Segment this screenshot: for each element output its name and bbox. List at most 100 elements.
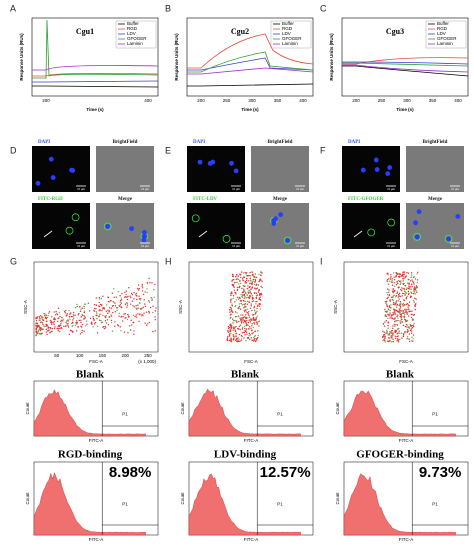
event-dot	[414, 289, 416, 291]
event-dot	[58, 312, 61, 314]
event-dot	[246, 337, 249, 339]
nucleus	[413, 220, 418, 226]
plot-title: Cgu2	[231, 27, 249, 36]
event-dot	[117, 325, 120, 327]
event-dot	[388, 291, 390, 294]
event-dot	[406, 302, 409, 305]
event-dot	[239, 328, 241, 331]
event-dot	[98, 315, 100, 318]
hist-x-label: FITC-A	[244, 537, 259, 542]
event-dot	[110, 307, 113, 309]
event-dot	[245, 282, 248, 284]
event-dot	[35, 331, 37, 333]
event-dot	[54, 318, 56, 320]
nucleus	[273, 216, 279, 222]
scale-bar-label: 10 μm	[451, 187, 459, 191]
event-dot	[393, 309, 396, 312]
event-dot	[35, 333, 37, 336]
event-dot	[141, 313, 143, 316]
event-dot	[254, 273, 257, 275]
x-tick-label: 350	[274, 98, 282, 103]
event-dot	[390, 281, 393, 283]
event-dot	[257, 337, 259, 339]
event-dot	[399, 313, 401, 315]
event-dot	[141, 287, 144, 289]
event-dot	[404, 318, 406, 320]
event-dot	[414, 293, 416, 295]
event-dot	[119, 304, 122, 306]
event-dot	[41, 318, 43, 320]
event-dot	[138, 295, 140, 297]
channel-label: FITC-LDV	[193, 197, 218, 202]
event-dot	[414, 308, 417, 311]
event-dot	[42, 323, 44, 326]
event-dot	[241, 287, 243, 290]
event-dot	[409, 280, 412, 282]
nucleus	[360, 167, 366, 173]
event-dot	[245, 311, 247, 313]
legend-entry: RGD	[437, 26, 448, 31]
event-dot	[251, 319, 253, 322]
event-dot	[386, 329, 388, 331]
event-dot	[131, 300, 134, 302]
nucleus	[373, 157, 379, 163]
event-dot	[249, 334, 251, 336]
event-dot	[395, 276, 397, 278]
event-dot	[232, 285, 235, 287]
scale-bar-label: 10 μm	[296, 187, 304, 191]
event-dot	[398, 311, 400, 314]
event-dot	[123, 331, 126, 333]
event-dot	[408, 333, 411, 335]
event-dot	[235, 320, 237, 322]
event-dot	[416, 281, 418, 284]
event-dot	[92, 316, 94, 318]
x-tick-label: 350	[429, 98, 437, 103]
gate-label: P1	[277, 502, 283, 507]
event-dot	[124, 291, 126, 294]
event-dot	[60, 320, 62, 323]
event-dot	[243, 316, 246, 318]
event-dot	[248, 286, 251, 288]
event-dot	[251, 300, 253, 303]
legend-box	[270, 20, 312, 49]
event-dot	[394, 303, 396, 306]
gate-label: P1	[432, 412, 438, 417]
event-dot	[395, 329, 397, 332]
event-dot	[386, 297, 388, 299]
event-dot	[96, 312, 98, 314]
event-dot	[154, 310, 157, 312]
event-dot	[401, 287, 403, 289]
event-dot	[120, 330, 122, 332]
event-dot	[398, 279, 400, 282]
event-dot	[142, 314, 144, 317]
channel-label: DAPI	[348, 140, 360, 145]
event-dot	[252, 318, 255, 320]
event-dot	[99, 313, 101, 315]
event-dot	[386, 273, 389, 275]
event-dot	[93, 319, 95, 322]
event-dot	[107, 300, 110, 303]
event-dot	[402, 271, 404, 274]
event-dot	[105, 315, 107, 317]
channel-label: BrightField	[423, 140, 448, 145]
arrow	[353, 230, 363, 238]
event-dot	[52, 321, 54, 324]
event-dot	[232, 326, 234, 328]
event-dot	[154, 319, 157, 321]
event-dot	[137, 304, 139, 306]
event-dot	[258, 289, 260, 291]
event-dot	[233, 289, 236, 292]
event-dot	[115, 296, 118, 298]
event-dot	[249, 295, 252, 297]
scatter-x-label: FSC-A	[244, 359, 258, 364]
event-dot	[398, 341, 400, 343]
event-dot	[67, 320, 69, 322]
event-dot	[239, 317, 241, 319]
event-dot	[62, 320, 64, 322]
event-dot	[400, 280, 402, 282]
event-dot	[406, 330, 408, 333]
panel-label: I	[320, 256, 323, 266]
event-dot	[47, 312, 50, 314]
event-dot	[36, 326, 38, 328]
event-dot	[404, 325, 407, 328]
